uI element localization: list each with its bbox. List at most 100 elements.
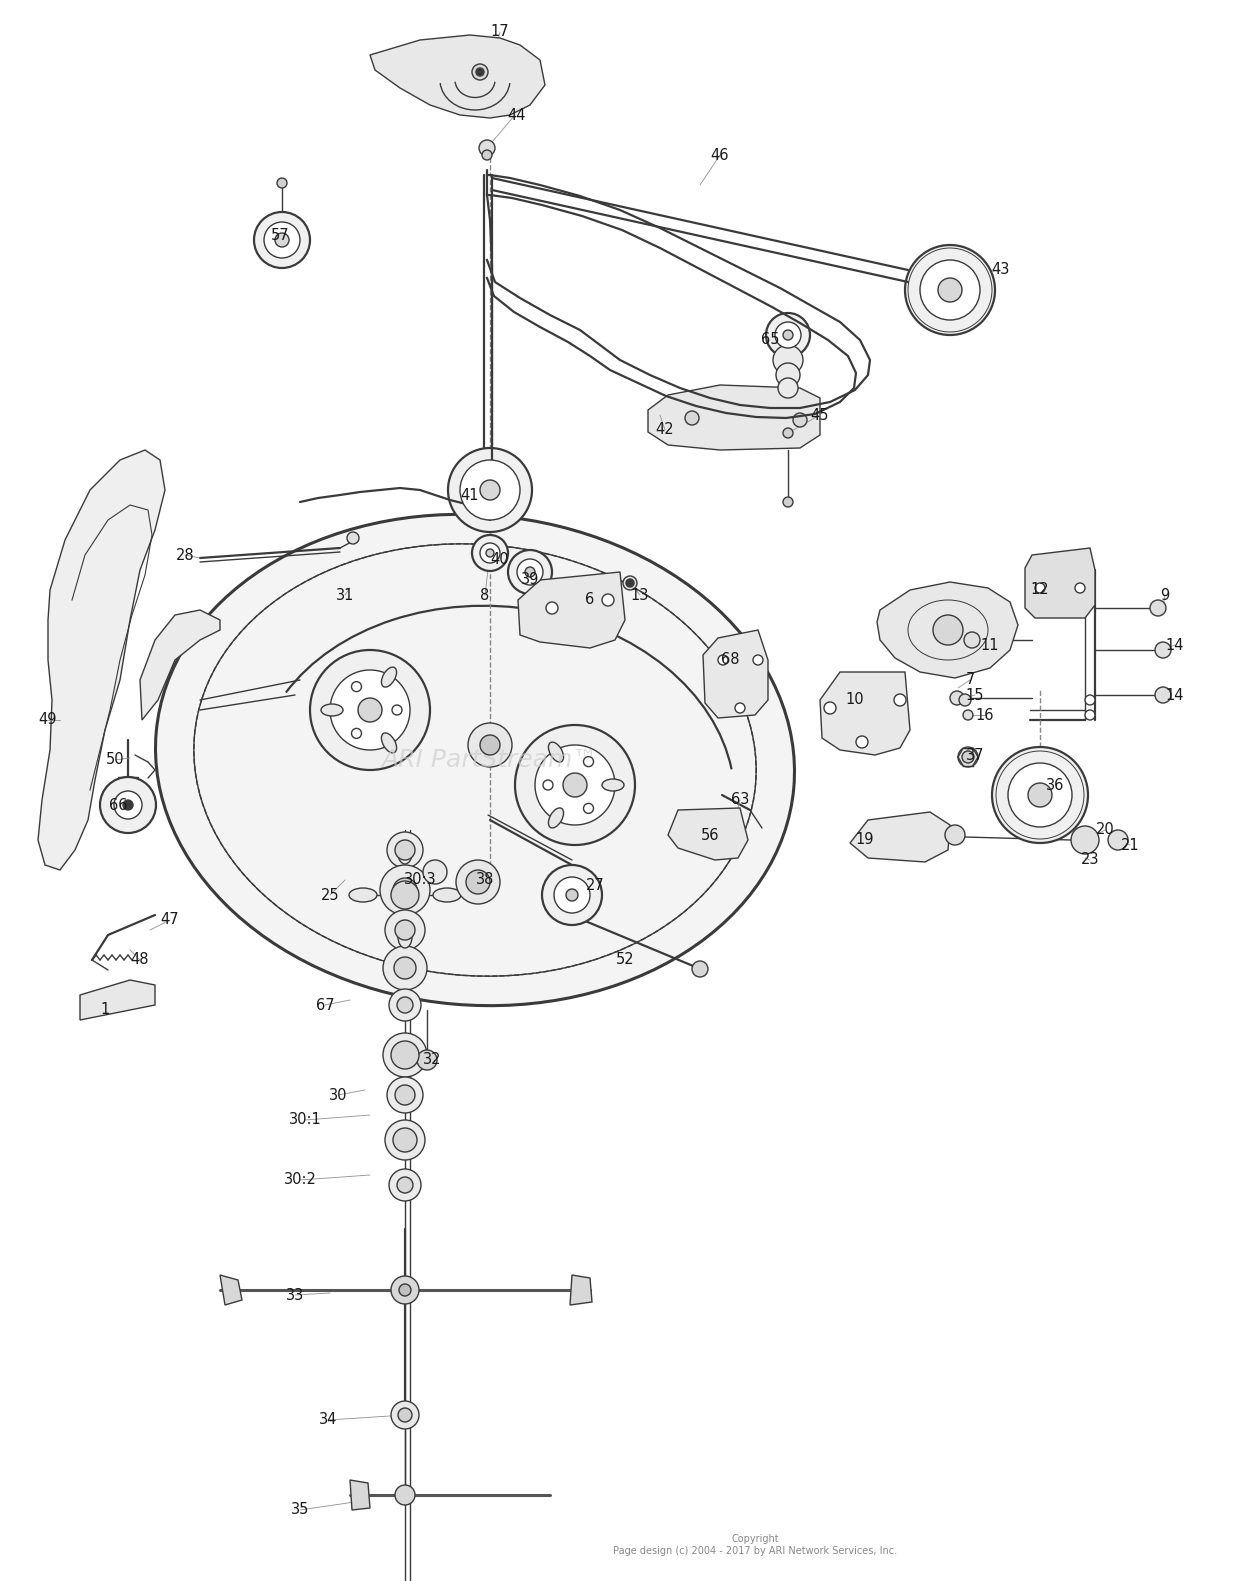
Circle shape bbox=[603, 594, 614, 606]
Circle shape bbox=[394, 957, 416, 979]
Circle shape bbox=[686, 411, 699, 425]
Text: 17: 17 bbox=[491, 24, 509, 40]
Circle shape bbox=[938, 278, 962, 302]
Polygon shape bbox=[350, 1480, 370, 1510]
Circle shape bbox=[481, 481, 499, 500]
Circle shape bbox=[993, 746, 1088, 843]
Circle shape bbox=[387, 1077, 423, 1113]
Circle shape bbox=[359, 697, 382, 723]
Text: 46: 46 bbox=[711, 147, 730, 163]
Circle shape bbox=[782, 428, 793, 438]
Circle shape bbox=[623, 575, 637, 590]
Circle shape bbox=[1155, 688, 1171, 704]
Circle shape bbox=[481, 542, 499, 563]
Text: 10: 10 bbox=[845, 692, 864, 708]
Ellipse shape bbox=[348, 889, 377, 903]
Text: 44: 44 bbox=[508, 108, 526, 122]
Text: 50: 50 bbox=[106, 753, 125, 767]
Circle shape bbox=[486, 549, 494, 557]
Text: 25: 25 bbox=[321, 887, 340, 903]
Circle shape bbox=[945, 825, 965, 844]
Text: 63: 63 bbox=[731, 792, 750, 808]
Circle shape bbox=[933, 615, 964, 645]
Circle shape bbox=[416, 1050, 437, 1070]
Circle shape bbox=[718, 655, 728, 666]
Circle shape bbox=[950, 691, 964, 705]
Circle shape bbox=[391, 881, 419, 909]
Circle shape bbox=[264, 221, 299, 258]
Circle shape bbox=[398, 1409, 413, 1421]
Circle shape bbox=[515, 726, 635, 844]
Circle shape bbox=[347, 531, 359, 544]
Circle shape bbox=[766, 313, 810, 357]
Circle shape bbox=[1108, 830, 1128, 851]
Circle shape bbox=[472, 534, 508, 571]
Circle shape bbox=[385, 911, 425, 950]
Text: 19: 19 bbox=[855, 833, 874, 847]
Circle shape bbox=[448, 447, 532, 531]
Text: 36: 36 bbox=[1045, 778, 1064, 792]
Circle shape bbox=[392, 1127, 416, 1153]
Ellipse shape bbox=[156, 514, 795, 1006]
Text: 8: 8 bbox=[481, 588, 489, 602]
Circle shape bbox=[1076, 583, 1084, 593]
Polygon shape bbox=[668, 808, 749, 860]
Text: 9: 9 bbox=[1160, 588, 1170, 602]
Text: 1: 1 bbox=[101, 1002, 109, 1018]
Circle shape bbox=[554, 877, 590, 912]
Text: 16: 16 bbox=[976, 708, 994, 723]
Polygon shape bbox=[570, 1274, 593, 1304]
Polygon shape bbox=[140, 610, 220, 719]
Circle shape bbox=[692, 961, 708, 977]
Circle shape bbox=[472, 63, 488, 81]
Circle shape bbox=[564, 773, 587, 797]
Polygon shape bbox=[518, 572, 625, 648]
Circle shape bbox=[905, 245, 995, 335]
Circle shape bbox=[391, 1040, 419, 1069]
Circle shape bbox=[517, 560, 543, 585]
Circle shape bbox=[1150, 601, 1166, 617]
Circle shape bbox=[399, 1284, 411, 1296]
Text: 42: 42 bbox=[655, 422, 674, 438]
Text: 47: 47 bbox=[161, 912, 180, 928]
Circle shape bbox=[382, 1032, 426, 1077]
Text: 28: 28 bbox=[176, 547, 194, 563]
Circle shape bbox=[481, 735, 499, 756]
Ellipse shape bbox=[433, 889, 460, 903]
Circle shape bbox=[423, 860, 447, 884]
Circle shape bbox=[254, 212, 309, 269]
Circle shape bbox=[1071, 825, 1099, 854]
Circle shape bbox=[584, 803, 594, 813]
Text: 56: 56 bbox=[701, 827, 720, 843]
Circle shape bbox=[309, 650, 430, 770]
Text: 7: 7 bbox=[965, 672, 975, 688]
Text: Copyright
Page design (c) 2004 - 2017 by ARI Network Services, Inc.: Copyright Page design (c) 2004 - 2017 by… bbox=[613, 1534, 897, 1556]
Text: 27: 27 bbox=[586, 877, 604, 893]
Text: 49: 49 bbox=[39, 713, 58, 727]
Text: 13: 13 bbox=[630, 588, 649, 602]
Text: 45: 45 bbox=[810, 408, 829, 422]
Text: 12: 12 bbox=[1030, 582, 1049, 598]
Circle shape bbox=[1035, 583, 1045, 593]
Text: 30:2: 30:2 bbox=[283, 1173, 317, 1187]
Circle shape bbox=[465, 870, 491, 893]
Circle shape bbox=[1084, 710, 1094, 719]
Circle shape bbox=[920, 259, 980, 319]
Text: 14: 14 bbox=[1166, 637, 1184, 653]
Circle shape bbox=[735, 704, 745, 713]
Circle shape bbox=[351, 729, 361, 738]
Text: 65: 65 bbox=[761, 332, 779, 348]
Text: 39: 39 bbox=[521, 572, 540, 588]
Circle shape bbox=[468, 723, 512, 767]
Circle shape bbox=[584, 757, 594, 767]
Text: 57: 57 bbox=[270, 228, 289, 242]
Polygon shape bbox=[370, 35, 545, 119]
Circle shape bbox=[479, 141, 494, 157]
Circle shape bbox=[775, 323, 801, 348]
Circle shape bbox=[535, 745, 615, 825]
Circle shape bbox=[392, 877, 416, 903]
Ellipse shape bbox=[381, 667, 396, 688]
Text: 37: 37 bbox=[966, 748, 984, 762]
Circle shape bbox=[1155, 642, 1171, 658]
Circle shape bbox=[276, 232, 289, 247]
